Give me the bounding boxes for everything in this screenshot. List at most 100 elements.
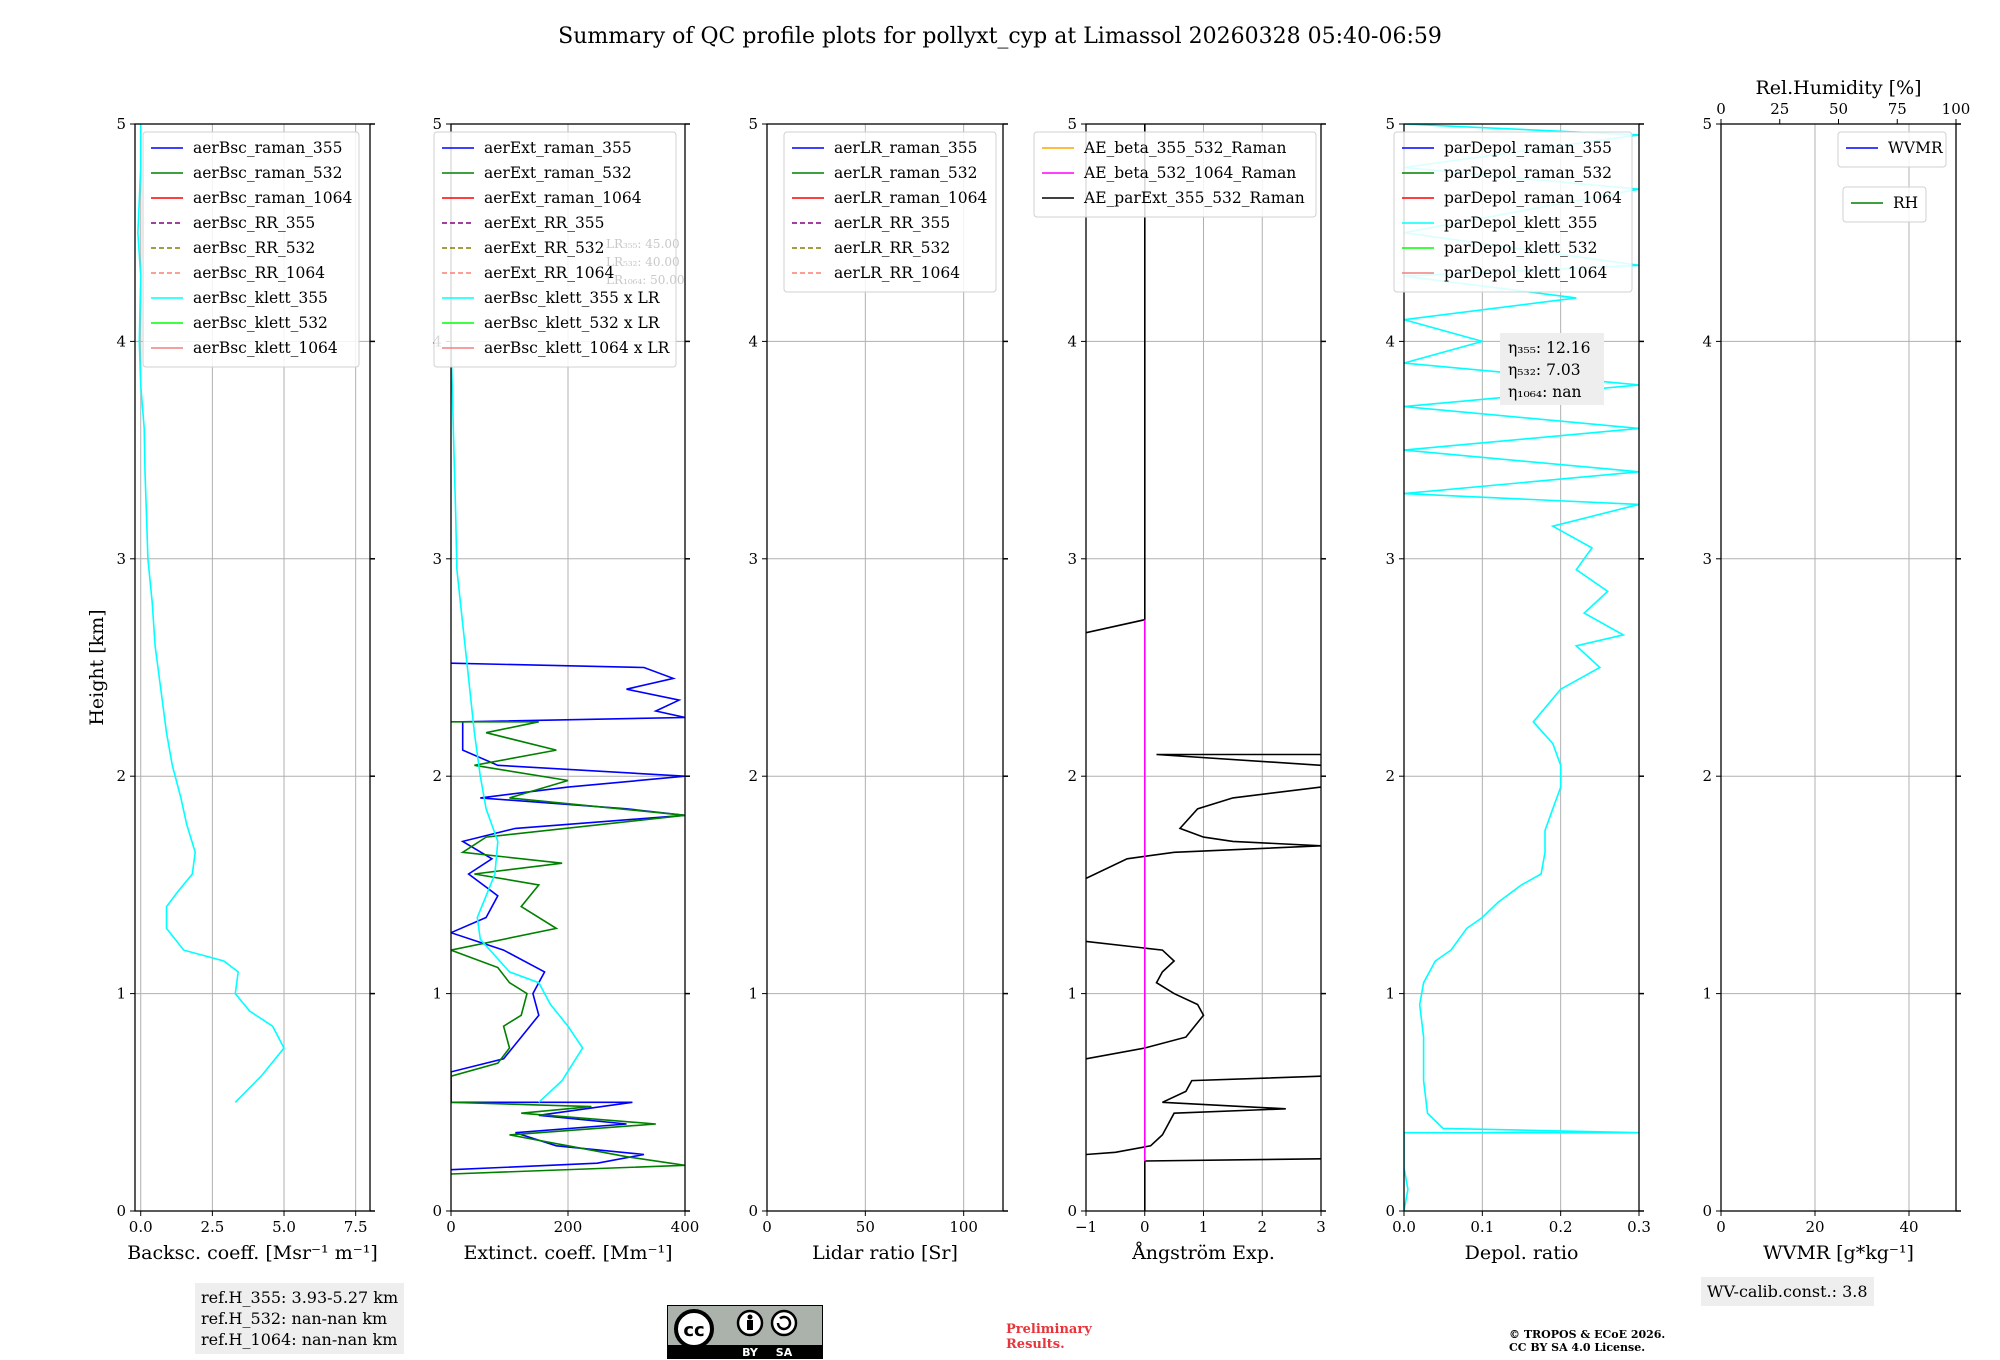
axes-frame	[134, 123, 371, 1212]
series-AE_parExt_355_532_Raman	[1086, 940, 1205, 1060]
x-tick-label: 0.1	[1470, 1218, 1494, 1236]
legend-frame	[783, 131, 997, 293]
series-aerBsc_klett_355	[137, 124, 285, 1103]
y-tick-label: 1	[748, 985, 758, 1003]
y-tick-label: 5	[748, 115, 758, 133]
y-tick-label: 3	[1702, 550, 1712, 568]
legend-label: aerBsc_raman_1064	[193, 189, 353, 207]
legend-label: aerExt_raman_355	[484, 139, 632, 157]
series-group	[137, 124, 285, 1103]
preliminary-note: Preliminary Results.	[1006, 1322, 1092, 1352]
legend-label: parDepol_raman_532	[1444, 164, 1612, 182]
legend-label: parDepol_klett_532	[1444, 239, 1597, 257]
series-parDepol_klett_355	[1404, 124, 1639, 1211]
legend: aerLR_raman_355 aerLR_raman_532 aerLR_rama…	[783, 131, 997, 293]
ref-height-1064: ref.H_1064: nan-nan km	[201, 1330, 398, 1349]
legend: AE_beta_355_532_Raman AE_beta_532_1064_Ra…	[1033, 131, 1317, 218]
legend-label: WVMR	[1888, 139, 1944, 157]
legend-label: aerBsc_RR_1064	[193, 264, 325, 282]
y-tick-label: 4	[1702, 332, 1712, 350]
legend-label: aerBsc_raman_355	[193, 139, 343, 157]
y-tick-label: 4	[116, 332, 126, 350]
legend: WVMR	[1837, 131, 1947, 168]
top-x-tick-label: 75	[1888, 100, 1907, 118]
y-tick-label: 5	[116, 115, 126, 133]
lr-label: LR₃₅₅: 45.00	[606, 237, 680, 251]
legend: aerExt_raman_355 aerExt_raman_532 aerExt_r…	[433, 131, 677, 368]
x-tick-label: 40	[1899, 1218, 1918, 1236]
x-tick-label: −1	[1075, 1218, 1097, 1236]
ref-height-355: ref.H_355: 3.93-5.27 km	[201, 1288, 399, 1307]
eta-label: η₁₀₆₄: nan	[1508, 383, 1582, 401]
legend-label: parDepol_klett_355	[1444, 214, 1597, 232]
x-axis-label: Depol. ratio	[1465, 1242, 1579, 1264]
y-tick-label: 0	[116, 1202, 126, 1220]
y-tick-label: 1	[1067, 985, 1077, 1003]
x-tick-label: 2	[1257, 1218, 1267, 1236]
y-tick-label: 1	[432, 985, 442, 1003]
ref-height-532: ref.H_532: nan-nan km	[201, 1309, 388, 1328]
panel-lidar-ratio: 0 50 100 0 1 2 3 4 5 Lidar ratio [Sr] aerLR_raman_…	[748, 115, 1008, 1264]
x-axis-label: Ångström Exp.	[1131, 1242, 1275, 1264]
y-axis-label: Height [km]	[86, 609, 108, 725]
legend-label: aerBsc_klett_355	[193, 289, 328, 307]
legend-label: AE_parExt_355_532_Raman	[1083, 189, 1305, 207]
panel-depolarization: 0.0 0.1 0.2 0.3 0 1 2 3 4 5 Depol. ratio parDepol_r…	[1385, 115, 1650, 1264]
axes-frame	[1403, 123, 1640, 1212]
x-tick-label: 20	[1805, 1218, 1824, 1236]
preliminary-line-1: Preliminary	[1006, 1322, 1092, 1337]
figure-title: Summary of QC profile plots for pollyxt_…	[558, 24, 1442, 49]
legend-frame	[142, 131, 360, 368]
y-tick-label: 2	[432, 767, 442, 785]
y-tick-label: 0	[1702, 1202, 1712, 1220]
legend-frame	[1837, 131, 1947, 168]
legend-label: aerBsc_raman_532	[193, 164, 343, 182]
x-tick-label: 0.2	[1549, 1218, 1573, 1236]
y-tick-label: 1	[1385, 985, 1395, 1003]
axes-frame	[1720, 123, 1957, 1212]
legend-label: AE_beta_355_532_Raman	[1083, 139, 1286, 157]
legend-label: aerLR_RR_355	[834, 214, 950, 232]
eta-label: η₃₅₅: 12.16	[1508, 339, 1590, 357]
preliminary-line-2: Results.	[1006, 1337, 1065, 1352]
cc-by-label: BY	[742, 1346, 759, 1359]
legend-label: aerBsc_klett_1064 x LR	[484, 339, 671, 357]
legend-label: aerExt_RR_1064	[484, 264, 615, 282]
x-tick-label: 0	[446, 1218, 456, 1236]
lr-label: LR₁₀₆₄: 50.00	[606, 273, 684, 287]
x-tick-label: 3	[1316, 1218, 1326, 1236]
top-x-tick-label: 0	[1716, 100, 1726, 118]
y-tick-label: 3	[748, 550, 758, 568]
wv-calib-box: WV-calib.const.: 3.8	[1701, 1277, 1874, 1306]
y-tick-label: 2	[1385, 767, 1395, 785]
legend-label: aerLR_RR_1064	[834, 264, 960, 282]
series-AE_parExt_355_532_Raman	[1086, 786, 1321, 880]
copyright-line-2: CC BY SA 4.0 License.	[1509, 1341, 1646, 1354]
legend-label: aerExt_RR_355	[484, 214, 605, 232]
y-tick-label: 2	[116, 767, 126, 785]
legend-label: aerBsc_RR_355	[193, 214, 315, 232]
x-tick-label: 400	[671, 1218, 700, 1236]
x-tick-label: 0	[762, 1218, 772, 1236]
panels: 0.0 2.5 5.0 7.5 0 1 2 3 4 5 Backsc. coeff. [Msr⁻¹ …	[86, 77, 1970, 1264]
x-tick-label: 5.0	[272, 1218, 296, 1236]
legend-label: aerExt_raman_1064	[484, 189, 642, 207]
eta-box	[1500, 333, 1604, 405]
legend-frame	[1033, 131, 1317, 218]
y-tick-label: 5	[1702, 115, 1712, 133]
top-x-tick-label: 25	[1770, 100, 1789, 118]
legend-label: aerBsc_klett_355 x LR	[484, 289, 661, 307]
copyright-note: © TROPOS & ECoE 2026. CC BY SA 4.0 Licen…	[1509, 1328, 1665, 1354]
series-aerBsc_klett_355 x LR	[451, 341, 584, 1103]
top-x-tick-label: 50	[1829, 100, 1848, 118]
legend-label: AE_beta_532_1064_Raman	[1083, 164, 1296, 182]
legend-label: aerBsc_RR_532	[193, 239, 315, 257]
top-x-axis-label: Rel.Humidity [%]	[1755, 77, 1921, 99]
y-tick-label: 1	[1702, 985, 1712, 1003]
y-tick-label: 4	[748, 332, 758, 350]
y-tick-label: 3	[432, 550, 442, 568]
legend-frame	[1842, 186, 1927, 223]
x-tick-label: 0	[1140, 1218, 1150, 1236]
x-tick-label: 7.5	[344, 1218, 368, 1236]
